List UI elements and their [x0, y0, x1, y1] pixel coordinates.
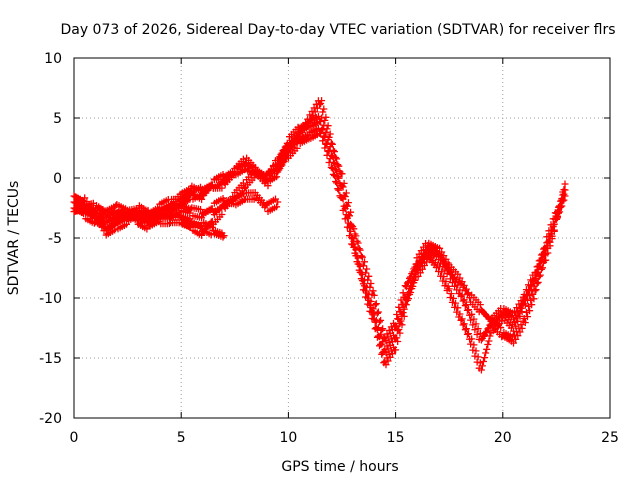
y-tick-label: 10	[44, 51, 62, 67]
series-track-5	[177, 212, 228, 241]
x-tick-label: 10	[279, 430, 297, 446]
grid	[74, 58, 610, 418]
data-point-markers	[70, 189, 282, 223]
y-tick-label: -10	[39, 291, 62, 307]
y-tick-label: -20	[39, 411, 62, 427]
series-track-4	[70, 189, 282, 223]
series-track-3	[70, 124, 569, 374]
x-axis: 0 5 10 15 20 25	[70, 58, 619, 446]
y-axis-label: SDTVAR / TECUs	[6, 181, 22, 296]
data-series	[70, 97, 569, 374]
x-axis-label: GPS time / hours	[281, 459, 398, 475]
y-tick-label: 5	[53, 111, 62, 127]
x-tick-label: 5	[177, 430, 186, 446]
x-tick-label: 15	[387, 430, 405, 446]
x-tick-label: 25	[601, 430, 619, 446]
data-point-markers	[177, 212, 228, 241]
x-tick-label: 0	[70, 430, 79, 446]
y-tick-label: -5	[48, 231, 62, 247]
y-tick-label: 0	[53, 171, 62, 187]
chart-title: Day 073 of 2026, Sidereal Day-to-day VTE…	[60, 22, 615, 38]
data-point-markers	[70, 124, 569, 374]
y-tick-label: -15	[39, 351, 62, 367]
y-axis: -20 -15 -10 -5 0 5 10	[39, 51, 610, 427]
x-tick-label: 20	[494, 430, 512, 446]
